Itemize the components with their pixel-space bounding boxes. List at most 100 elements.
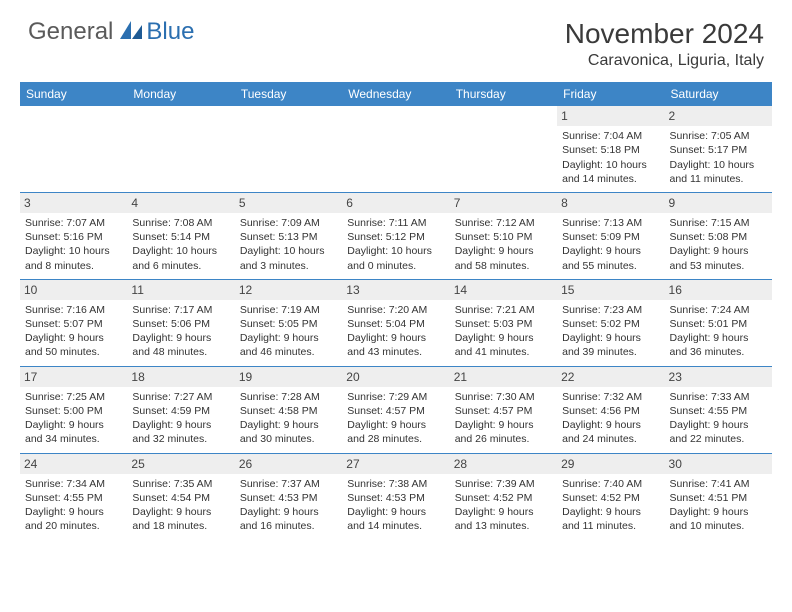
calendar-day-cell: 4Sunrise: 7:08 AMSunset: 5:14 PMDaylight… — [127, 192, 234, 279]
calendar-week-row: 3Sunrise: 7:07 AMSunset: 5:16 PMDaylight… — [20, 192, 772, 279]
weekday-header: Saturday — [665, 82, 772, 106]
day-detail-line: Sunrise: 7:11 AM — [347, 216, 444, 230]
day-number: 8 — [557, 193, 664, 213]
day-detail-line: and 39 minutes. — [562, 345, 659, 359]
header: General Blue November 2024 Caravonica, L… — [0, 0, 792, 78]
day-detail-line: and 46 minutes. — [240, 345, 337, 359]
day-detail-line: and 34 minutes. — [25, 432, 122, 446]
calendar-day-cell: 15Sunrise: 7:23 AMSunset: 5:02 PMDayligh… — [557, 279, 664, 366]
day-detail-line: Sunset: 4:55 PM — [670, 404, 767, 418]
day-details: Sunrise: 7:19 AMSunset: 5:05 PMDaylight:… — [240, 303, 337, 360]
day-details: Sunrise: 7:33 AMSunset: 4:55 PMDaylight:… — [670, 390, 767, 447]
month-title: November 2024 — [565, 18, 764, 50]
day-detail-line: Sunset: 5:03 PM — [455, 317, 552, 331]
day-detail-line: Sunrise: 7:05 AM — [670, 129, 767, 143]
day-details: Sunrise: 7:23 AMSunset: 5:02 PMDaylight:… — [562, 303, 659, 360]
day-detail-line: Sunrise: 7:35 AM — [132, 477, 229, 491]
day-detail-line: Sunset: 5:02 PM — [562, 317, 659, 331]
calendar-day-cell: 2Sunrise: 7:05 AMSunset: 5:17 PMDaylight… — [665, 106, 772, 192]
day-detail-line: Daylight: 9 hours — [25, 331, 122, 345]
calendar-day-cell — [342, 106, 449, 192]
calendar-day-cell: 17Sunrise: 7:25 AMSunset: 5:00 PMDayligh… — [20, 366, 127, 453]
day-detail-line: Sunrise: 7:08 AM — [132, 216, 229, 230]
day-detail-line: Sunset: 5:12 PM — [347, 230, 444, 244]
day-detail-line: Sunrise: 7:23 AM — [562, 303, 659, 317]
day-detail-line: Sunrise: 7:40 AM — [562, 477, 659, 491]
day-number: 1 — [557, 106, 664, 126]
day-detail-line: Sunrise: 7:19 AM — [240, 303, 337, 317]
day-number: 23 — [665, 367, 772, 387]
calendar-day-cell: 21Sunrise: 7:30 AMSunset: 4:57 PMDayligh… — [450, 366, 557, 453]
weekday-header: Tuesday — [235, 82, 342, 106]
calendar-day-cell: 16Sunrise: 7:24 AMSunset: 5:01 PMDayligh… — [665, 279, 772, 366]
day-details: Sunrise: 7:35 AMSunset: 4:54 PMDaylight:… — [132, 477, 229, 534]
weekday-header: Thursday — [450, 82, 557, 106]
day-detail-line: Daylight: 9 hours — [562, 418, 659, 432]
day-detail-line: Sunrise: 7:07 AM — [25, 216, 122, 230]
logo-text-blue: Blue — [146, 18, 194, 46]
day-detail-line: Daylight: 9 hours — [670, 505, 767, 519]
day-detail-line: Sunrise: 7:34 AM — [25, 477, 122, 491]
calendar-table: Sunday Monday Tuesday Wednesday Thursday… — [20, 82, 772, 539]
day-detail-line: Daylight: 9 hours — [132, 331, 229, 345]
calendar-day-cell: 14 Sunrise: 7:21 AMSunset: 5:03 PMDayligh… — [450, 279, 557, 366]
calendar-day-cell: 26Sunrise: 7:37 AMSunset: 4:53 PMDayligh… — [235, 453, 342, 539]
day-details: Sunrise: 7:21 AMSunset: 5:03 PMDaylight:… — [455, 303, 552, 360]
day-detail-line: Sunrise: 7:30 AM — [455, 390, 552, 404]
day-detail-line: Sunrise: 7:38 AM — [347, 477, 444, 491]
day-number: 14 — [450, 280, 557, 300]
calendar-day-cell: 13Sunrise: 7:20 AMSunset: 5:04 PMDayligh… — [342, 279, 449, 366]
day-detail-line: and 36 minutes. — [670, 345, 767, 359]
weekday-header-row: Sunday Monday Tuesday Wednesday Thursday… — [20, 82, 772, 106]
day-detail-line: Daylight: 10 hours — [670, 158, 767, 172]
calendar-day-cell: 30Sunrise: 7:41 AMSunset: 4:51 PMDayligh… — [665, 453, 772, 539]
calendar-day-cell: 5Sunrise: 7:09 AMSunset: 5:13 PMDaylight… — [235, 192, 342, 279]
day-detail-line: and 28 minutes. — [347, 432, 444, 446]
day-detail-line: Sunrise: 7:20 AM — [347, 303, 444, 317]
logo: General Blue — [28, 18, 194, 46]
day-detail-line: Sunrise: 7:41 AM — [670, 477, 767, 491]
day-detail-line: and 20 minutes. — [25, 519, 122, 533]
day-detail-line: and 58 minutes. — [455, 259, 552, 273]
day-detail-line: and 32 minutes. — [132, 432, 229, 446]
day-detail-line: Sunset: 5:07 PM — [25, 317, 122, 331]
day-detail-line: Daylight: 9 hours — [240, 331, 337, 345]
day-detail-line: and 6 minutes. — [132, 259, 229, 273]
day-detail-line: Daylight: 9 hours — [240, 505, 337, 519]
calendar-day-cell: 11Sunrise: 7:17 AMSunset: 5:06 PMDayligh… — [127, 279, 234, 366]
calendar-day-cell: 23 Sunrise: 7:33 AMSunset: 4:55 PMDayligh… — [665, 366, 772, 453]
day-detail-line: Daylight: 9 hours — [25, 505, 122, 519]
day-number: 21 — [450, 367, 557, 387]
day-detail-line: Daylight: 9 hours — [25, 418, 122, 432]
day-detail-line: Sunset: 5:13 PM — [240, 230, 337, 244]
day-detail-line: Daylight: 9 hours — [347, 505, 444, 519]
day-detail-line: Sunset: 5:09 PM — [562, 230, 659, 244]
day-detail-line: Sunset: 5:18 PM — [562, 143, 659, 157]
title-block: November 2024 Caravonica, Liguria, Italy — [565, 18, 764, 70]
calendar-day-cell: 25 Sunrise: 7:35 AMSunset: 4:54 PMDayligh… — [127, 453, 234, 539]
day-detail-line: Daylight: 9 hours — [455, 418, 552, 432]
day-number: 6 — [342, 193, 449, 213]
day-details: Sunrise: 7:04 AMSunset: 5:18 PMDaylight:… — [562, 129, 659, 186]
day-number: 7 — [450, 193, 557, 213]
day-detail-line: Daylight: 9 hours — [455, 244, 552, 258]
day-detail-line: Sunrise: 7:21 AM — [455, 303, 552, 317]
day-number: 19 — [235, 367, 342, 387]
day-details: Sunrise: 7:07 AMSunset: 5:16 PMDaylight:… — [25, 216, 122, 273]
calendar-day-cell — [235, 106, 342, 192]
day-detail-line: Daylight: 9 hours — [670, 244, 767, 258]
day-number: 2 — [665, 106, 772, 126]
day-detail-line: Daylight: 9 hours — [347, 331, 444, 345]
calendar-week-row: 1Sunrise: 7:04 AMSunset: 5:18 PMDaylight… — [20, 106, 772, 192]
calendar-day-cell: 7Sunrise: 7:12 AMSunset: 5:10 PMDaylight… — [450, 192, 557, 279]
day-detail-line: and 22 minutes. — [670, 432, 767, 446]
weekday-header: Wednesday — [342, 82, 449, 106]
day-number: 25 — [127, 454, 234, 474]
day-number: 16 — [665, 280, 772, 300]
day-detail-line: Sunrise: 7:04 AM — [562, 129, 659, 143]
day-detail-line: Sunset: 4:57 PM — [347, 404, 444, 418]
day-details: Sunrise: 7:27 AMSunset: 4:59 PMDaylight:… — [132, 390, 229, 447]
day-details: Sunrise: 7:08 AMSunset: 5:14 PMDaylight:… — [132, 216, 229, 273]
day-number: 28 — [450, 454, 557, 474]
day-detail-line: Sunset: 4:56 PM — [562, 404, 659, 418]
